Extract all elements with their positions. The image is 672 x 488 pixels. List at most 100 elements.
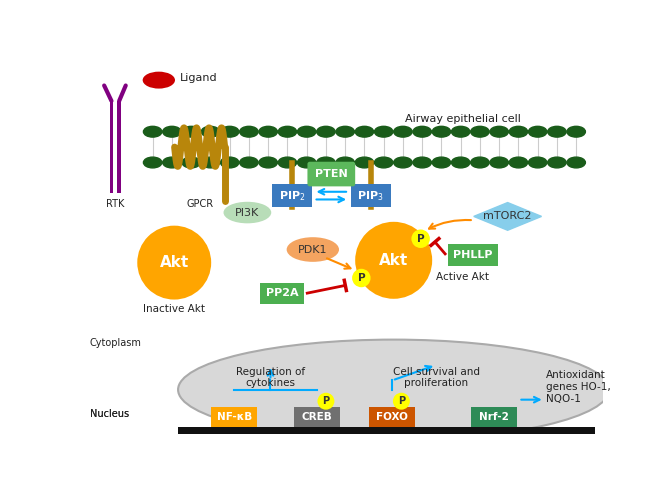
Text: P: P — [398, 396, 405, 406]
Ellipse shape — [470, 126, 489, 137]
FancyBboxPatch shape — [369, 407, 415, 427]
Bar — [117, 101, 121, 132]
Ellipse shape — [298, 126, 316, 137]
Text: mTORC2: mTORC2 — [483, 211, 532, 222]
FancyBboxPatch shape — [307, 162, 355, 186]
Ellipse shape — [509, 157, 528, 168]
Ellipse shape — [287, 237, 339, 262]
Bar — [110, 163, 114, 193]
Ellipse shape — [432, 157, 451, 168]
Circle shape — [352, 269, 370, 287]
Ellipse shape — [143, 126, 162, 137]
FancyBboxPatch shape — [272, 184, 312, 207]
Ellipse shape — [317, 157, 335, 168]
Text: CREB: CREB — [301, 411, 332, 422]
Ellipse shape — [470, 157, 489, 168]
FancyBboxPatch shape — [448, 244, 499, 265]
FancyBboxPatch shape — [470, 407, 517, 427]
Ellipse shape — [143, 157, 162, 168]
Ellipse shape — [298, 157, 316, 168]
Circle shape — [393, 393, 410, 410]
Text: PP2A: PP2A — [265, 288, 298, 298]
Circle shape — [317, 393, 335, 410]
Bar — [178, 427, 595, 434]
Circle shape — [411, 229, 430, 248]
Text: Cytoplasm: Cytoplasm — [89, 339, 141, 348]
Bar — [110, 101, 114, 132]
Ellipse shape — [201, 126, 220, 137]
Ellipse shape — [142, 72, 175, 89]
Ellipse shape — [413, 126, 431, 137]
Bar — [110, 132, 114, 163]
Text: Active Akt: Active Akt — [436, 272, 489, 282]
Text: PI3K: PI3K — [235, 207, 259, 218]
Ellipse shape — [355, 126, 374, 137]
Ellipse shape — [413, 157, 431, 168]
Text: Regulation of
cytokines: Regulation of cytokines — [236, 366, 305, 388]
Ellipse shape — [528, 157, 547, 168]
Text: Nrf-2: Nrf-2 — [479, 411, 509, 422]
Ellipse shape — [220, 157, 239, 168]
Polygon shape — [474, 203, 542, 230]
Ellipse shape — [259, 126, 278, 137]
Bar — [117, 163, 121, 193]
Ellipse shape — [240, 157, 258, 168]
Text: Cell survival and
proliferation: Cell survival and proliferation — [392, 366, 480, 388]
Text: Nucleus: Nucleus — [89, 409, 128, 419]
Text: Airway epithelial cell: Airway epithelial cell — [405, 114, 521, 123]
Ellipse shape — [278, 157, 296, 168]
Ellipse shape — [201, 157, 220, 168]
Text: P: P — [417, 234, 425, 244]
Text: PHLLP: PHLLP — [453, 250, 493, 260]
Ellipse shape — [490, 126, 509, 137]
Text: RTK: RTK — [106, 200, 124, 209]
FancyBboxPatch shape — [294, 407, 340, 427]
Ellipse shape — [224, 202, 271, 224]
Text: GPCR: GPCR — [186, 200, 213, 209]
Ellipse shape — [182, 157, 200, 168]
Text: Nucleus: Nucleus — [89, 409, 128, 419]
Ellipse shape — [336, 126, 354, 137]
Ellipse shape — [374, 157, 393, 168]
Ellipse shape — [509, 126, 528, 137]
Ellipse shape — [452, 126, 470, 137]
Ellipse shape — [278, 126, 296, 137]
Circle shape — [137, 225, 211, 300]
Ellipse shape — [355, 157, 374, 168]
Text: Ligand: Ligand — [179, 73, 217, 83]
Text: Nucleus: Nucleus — [89, 392, 128, 403]
Ellipse shape — [178, 340, 610, 440]
Text: FOXO: FOXO — [376, 411, 408, 422]
Text: Akt: Akt — [379, 253, 409, 268]
FancyBboxPatch shape — [211, 407, 257, 427]
Text: PDK1: PDK1 — [298, 244, 327, 255]
Ellipse shape — [548, 157, 566, 168]
Text: P: P — [323, 396, 329, 406]
FancyBboxPatch shape — [259, 283, 304, 304]
Ellipse shape — [452, 157, 470, 168]
Ellipse shape — [317, 126, 335, 137]
Ellipse shape — [259, 157, 278, 168]
Ellipse shape — [374, 126, 393, 137]
Ellipse shape — [394, 126, 412, 137]
Ellipse shape — [490, 157, 509, 168]
Text: PIP$_3$: PIP$_3$ — [358, 189, 384, 203]
Ellipse shape — [220, 126, 239, 137]
Circle shape — [355, 222, 432, 299]
Ellipse shape — [240, 126, 258, 137]
Text: Akt: Akt — [160, 255, 189, 270]
Ellipse shape — [432, 126, 451, 137]
Text: Inactive Akt: Inactive Akt — [143, 304, 205, 314]
Ellipse shape — [394, 157, 412, 168]
Bar — [117, 132, 121, 163]
Text: Antioxidant
genes HO-1,
NQO-1: Antioxidant genes HO-1, NQO-1 — [546, 370, 611, 404]
Text: PTEN: PTEN — [315, 169, 347, 179]
Ellipse shape — [163, 157, 181, 168]
Ellipse shape — [567, 157, 585, 168]
Ellipse shape — [567, 126, 585, 137]
Text: PIP$_2$: PIP$_2$ — [279, 189, 305, 203]
Text: P: P — [358, 273, 365, 283]
Ellipse shape — [528, 126, 547, 137]
Ellipse shape — [182, 126, 200, 137]
Ellipse shape — [336, 157, 354, 168]
